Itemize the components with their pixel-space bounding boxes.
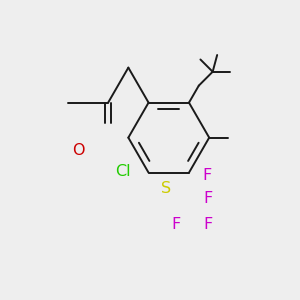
Text: S: S [161, 181, 172, 196]
Text: F: F [171, 217, 180, 232]
Text: F: F [203, 191, 213, 206]
Text: F: F [202, 168, 212, 183]
Text: O: O [72, 143, 85, 158]
Text: Cl: Cl [115, 164, 130, 178]
Text: F: F [203, 217, 213, 232]
